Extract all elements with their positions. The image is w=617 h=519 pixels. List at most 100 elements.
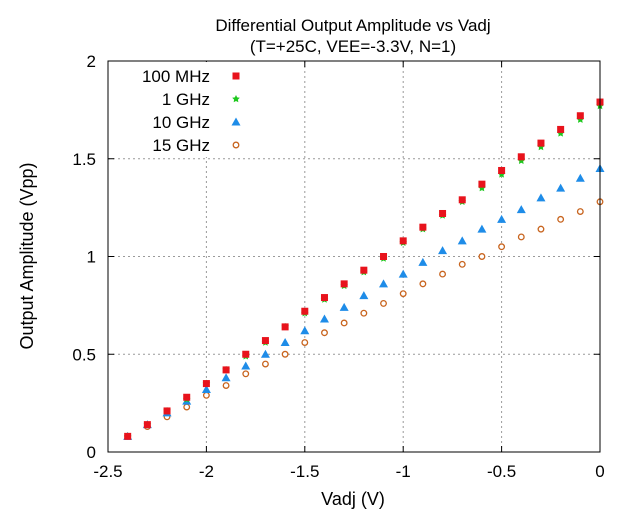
- data-point: [321, 329, 328, 337]
- y-tick-label: 0: [87, 443, 96, 462]
- x-tick-label: -2.5: [93, 462, 122, 481]
- data-point: [241, 361, 251, 370]
- data-point: [143, 421, 151, 429]
- data-point: [359, 291, 369, 300]
- x-tick-label: -0.5: [487, 462, 516, 481]
- data-point: [419, 280, 427, 288]
- data-point: [419, 223, 427, 231]
- data-point: [516, 205, 526, 214]
- data-point: [380, 253, 388, 260]
- data-points: [123, 98, 605, 440]
- legend-label: 100 MHz: [142, 67, 210, 86]
- data-point: [398, 269, 408, 278]
- data-point: [399, 290, 407, 298]
- data-point: [183, 403, 191, 411]
- data-point: [399, 237, 407, 245]
- data-point: [478, 184, 486, 192]
- data-point: [478, 180, 486, 188]
- data-point: [517, 153, 525, 161]
- data-point: [360, 309, 368, 317]
- data-point: [576, 115, 585, 123]
- data-point: [536, 193, 546, 202]
- data-point: [242, 370, 250, 378]
- x-tick-label: 0: [595, 462, 604, 481]
- data-point: [556, 129, 565, 137]
- legend-label: 15 GHz: [152, 136, 210, 155]
- data-point: [458, 196, 466, 204]
- tick-labels: -2.5 -2 -1.5 -1 -0.5 0 0 0.5 1 1.5 2: [72, 52, 604, 481]
- data-point: [300, 326, 310, 335]
- data-point: [497, 170, 506, 178]
- data-point: [339, 302, 349, 311]
- legend-marker: [232, 72, 240, 80]
- data-point: [221, 373, 231, 382]
- y-axis-label: Output Amplitude (Vpp): [17, 162, 37, 349]
- legend-label: 10 GHz: [152, 113, 210, 132]
- y-tick-label: 1.5: [72, 150, 96, 169]
- data-point: [537, 143, 545, 151]
- data-point: [124, 432, 132, 440]
- legend-marker: [232, 141, 240, 149]
- data-point: [517, 233, 525, 241]
- data-point: [557, 215, 565, 223]
- data-point: [222, 366, 230, 374]
- data-point: [458, 260, 466, 268]
- chart-subtitle: (T=+25C, VEE=-3.3V, N=1): [250, 37, 456, 56]
- data-point: [537, 225, 545, 233]
- data-point: [477, 224, 487, 233]
- data-point: [301, 307, 309, 315]
- legend: 100 MHz 1 GHz 10 GHz 15 GHz: [113, 62, 251, 157]
- data-point: [576, 208, 584, 215]
- data-point: [281, 350, 289, 358]
- data-point: [242, 350, 250, 358]
- data-point: [360, 266, 368, 274]
- data-point: [498, 243, 506, 251]
- data-point: [498, 166, 506, 174]
- data-point: [340, 319, 348, 327]
- data-point: [556, 183, 566, 192]
- data-point: [183, 393, 191, 401]
- data-point: [478, 253, 486, 260]
- x-tick-label: -1.5: [290, 462, 319, 481]
- y-tick-label: 0.5: [72, 345, 96, 364]
- data-point: [261, 337, 269, 345]
- data-point: [202, 391, 210, 399]
- data-point: [575, 173, 585, 182]
- chart-title: Differential Output Amplitude vs Vadj: [215, 16, 490, 35]
- x-tick-label: -1: [396, 462, 411, 481]
- data-point: [497, 214, 507, 223]
- series-0: [124, 98, 604, 440]
- data-point: [439, 270, 447, 278]
- data-point: [301, 339, 309, 346]
- data-point: [260, 349, 270, 358]
- data-point: [517, 156, 526, 164]
- data-point: [380, 299, 387, 307]
- data-point: [576, 112, 584, 120]
- legend-marker: [231, 117, 241, 126]
- data-point: [439, 209, 447, 217]
- data-point: [261, 360, 269, 368]
- y-tick-label: 1: [87, 248, 96, 267]
- y-tick-label: 2: [87, 52, 96, 71]
- data-point: [557, 125, 565, 133]
- legend-marker: [232, 95, 240, 103]
- legend-box: [113, 62, 251, 157]
- data-point: [163, 407, 171, 415]
- data-point: [201, 384, 211, 393]
- data-point: [379, 279, 389, 288]
- data-point: [202, 380, 210, 388]
- data-point: [418, 257, 428, 266]
- x-axis-label: Vadj (V): [321, 489, 385, 509]
- data-point: [340, 280, 348, 288]
- data-point: [457, 236, 467, 245]
- data-point: [319, 314, 329, 323]
- data-point: [222, 382, 230, 389]
- data-point: [280, 338, 290, 347]
- x-tick-label: -2: [199, 462, 214, 481]
- data-point: [281, 323, 289, 331]
- data-point: [320, 294, 328, 302]
- data-point: [438, 246, 448, 255]
- plot-frame: [107, 60, 601, 453]
